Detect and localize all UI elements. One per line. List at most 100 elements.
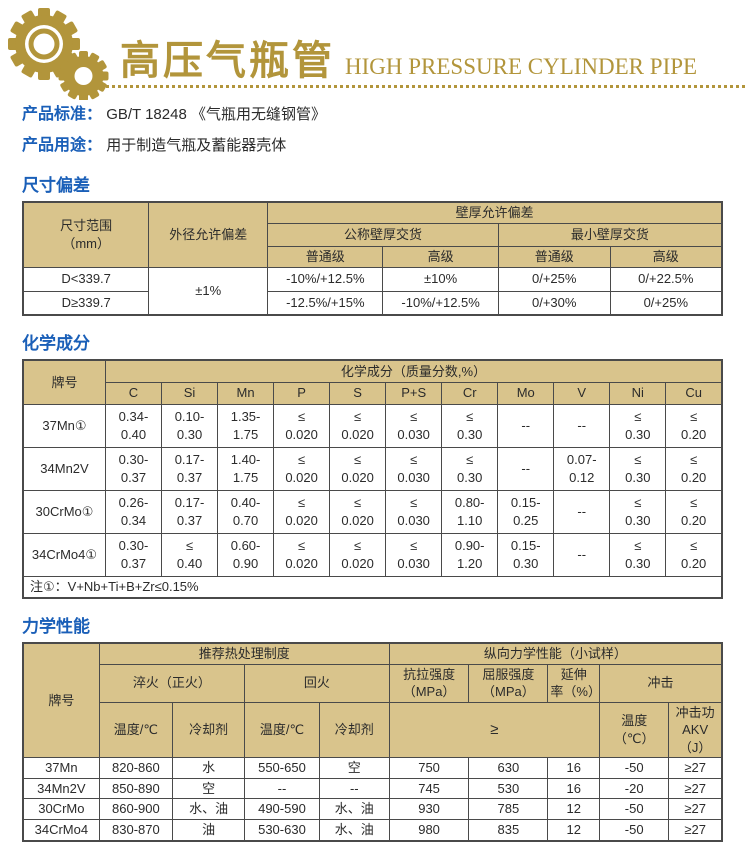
element-header: Mn (217, 381, 275, 405)
value-cell: 0.07- 0.12 (553, 446, 611, 491)
value-cell: 490-590 (244, 798, 320, 820)
dotted-divider (100, 85, 745, 88)
value-cell: 水、油 (172, 798, 246, 820)
value-cell: 空 (318, 757, 390, 779)
value-cell: -50 (599, 798, 670, 820)
value-cell: 0.15- 0.25 (497, 489, 555, 534)
section-title-mechanical: 力学性能 (22, 617, 90, 637)
value-cell: 0.17- 0.37 (161, 446, 219, 491)
value-cell: 550-650 (244, 757, 320, 779)
col-header-min-wall: 最小壁厚交货 (497, 222, 723, 247)
value-cell: 835 (468, 818, 549, 842)
col-header-high-grade: 高级 (609, 245, 723, 268)
element-header: C (104, 381, 163, 405)
grade-cell: 30CrMo (22, 798, 100, 820)
value-cell: 0/+22.5% (609, 266, 723, 292)
element-header: Cu (665, 381, 723, 405)
grade-cell: 37Mn① (22, 403, 106, 448)
value-cell: 0.15- 0.30 (497, 532, 555, 577)
value-cell: ≤ 0.020 (329, 403, 387, 448)
col-header-grade: 牌号 (22, 642, 100, 759)
value-cell: 12 (547, 798, 601, 820)
value-cell: 16 (547, 757, 601, 779)
value-cell: ≤ 0.020 (273, 489, 331, 534)
value-cell: -- (553, 489, 611, 534)
section-title-size-deviation: 尺寸偏差 (22, 176, 90, 195)
size-range-cell: D≥339.7 (22, 290, 150, 316)
grade-cell: 34Mn2V (22, 446, 106, 491)
value-cell: 1.40- 1.75 (217, 446, 275, 491)
value-cell: 745 (388, 777, 470, 800)
page-title-cn: 高压气瓶管 (120, 39, 335, 83)
element-header: Cr (441, 381, 499, 405)
table-row: 34CrMo4 830-870 油 530-630 水、油 980 835 12… (22, 818, 723, 842)
table-row: 30CrMo 860-900 水、油 490-590 水、油 930 785 1… (22, 798, 723, 820)
element-header: Si (161, 381, 219, 405)
col-header-elongation: 延伸 率（%） (547, 663, 601, 703)
value-cell: -10%/+12.5% (267, 266, 384, 292)
table-row: 37Mn 820-860 水 550-650 空 750 630 16 -50 … (22, 757, 723, 779)
value-cell: 0.10- 0.30 (161, 403, 219, 448)
col-header-normal-grade: 普通级 (267, 245, 384, 268)
value-cell: -20 (599, 777, 670, 800)
col-header-temper-temp: 温度/℃ (244, 701, 320, 759)
value-cell: 750 (388, 757, 470, 779)
value-cell: -- (497, 446, 555, 491)
value-cell: 0.34- 0.40 (104, 403, 163, 448)
value-cell: -- (497, 403, 555, 448)
value-cell: -10%/+12.5% (382, 290, 499, 316)
size-range-cell: D<339.7 (22, 266, 150, 292)
col-header-min-symbol: ≥ (388, 701, 601, 759)
col-header-longitudinal-props: 纵向力学性能（小试样） (388, 642, 723, 665)
value-cell: 0.80- 1.10 (441, 489, 499, 534)
element-header: S (329, 381, 387, 405)
table-row: 30CrMo① 0.26- 0.34 0.17- 0.37 0.40- 0.70… (22, 489, 723, 534)
value-cell: ≤ 0.20 (665, 446, 723, 491)
value-cell: ≤ 0.30 (441, 446, 499, 491)
mechanical-properties-table: 牌号 推荐热处理制度 纵向力学性能（小试样） 淬火（正火） 回火 抗拉强度 （M… (22, 642, 723, 842)
od-tolerance-cell: ±1% (148, 266, 269, 316)
value-cell: -- (553, 532, 611, 577)
col-header-nominal-wall: 公称壁厚交货 (267, 222, 499, 247)
grade-cell: 34CrMo4 (22, 818, 100, 842)
value-cell: 980 (388, 818, 470, 842)
element-header: V (553, 381, 611, 405)
value-cell: 860-900 (98, 798, 174, 820)
value-cell: 油 (172, 818, 246, 842)
col-header-tempering: 回火 (244, 663, 390, 703)
element-header: P+S (385, 381, 443, 405)
value-cell: -- (553, 403, 611, 448)
col-header-impact: 冲击 (599, 663, 723, 703)
value-cell: ≥27 (668, 757, 723, 779)
value-cell: ≤ 0.30 (609, 403, 667, 448)
value-cell: 530 (468, 777, 549, 800)
value-cell: 530-630 (244, 818, 320, 842)
value-cell: ≤ 0.020 (329, 489, 387, 534)
value-cell: ≥27 (668, 818, 723, 842)
value-cell: ≤ 0.30 (441, 403, 499, 448)
value-cell: ≤ 0.30 (609, 446, 667, 491)
product-usage-line: 产品用途： 用于制造气瓶及蓄能器壳体 (22, 136, 723, 156)
value-cell: 12 (547, 818, 601, 842)
value-cell: 850-890 (98, 777, 174, 800)
col-header-impact-temp: 温度 （℃） (599, 701, 670, 759)
element-header: Mo (497, 381, 555, 405)
value-cell: -- (244, 777, 320, 800)
grade-cell: 30CrMo① (22, 489, 106, 534)
value-cell: 830-870 (98, 818, 174, 842)
product-usage-label: 产品用途： (22, 137, 103, 154)
value-cell: 水 (172, 757, 246, 779)
col-header-wall-tolerance: 壁厚允许偏差 (267, 201, 723, 224)
value-cell: 0.60- 0.90 (217, 532, 275, 577)
col-header-quench-coolant: 冷却剂 (172, 701, 246, 759)
size-deviation-table: 尺寸范围 （mm） 外径允许偏差 壁厚允许偏差 公称壁厚交货 最小壁厚交货 普通… (22, 201, 723, 317)
element-header: Ni (609, 381, 667, 405)
col-header-tensile-strength: 抗拉强度 （MPa） (388, 663, 470, 703)
value-cell: 0/+25% (609, 290, 723, 316)
gears-logo-icon (6, 4, 118, 105)
value-cell: ≤ 0.030 (385, 403, 443, 448)
value-cell: 0/+30% (497, 290, 611, 316)
value-cell: 16 (547, 777, 601, 800)
value-cell: ≤ 0.020 (329, 446, 387, 491)
value-cell: ±10% (382, 266, 499, 292)
